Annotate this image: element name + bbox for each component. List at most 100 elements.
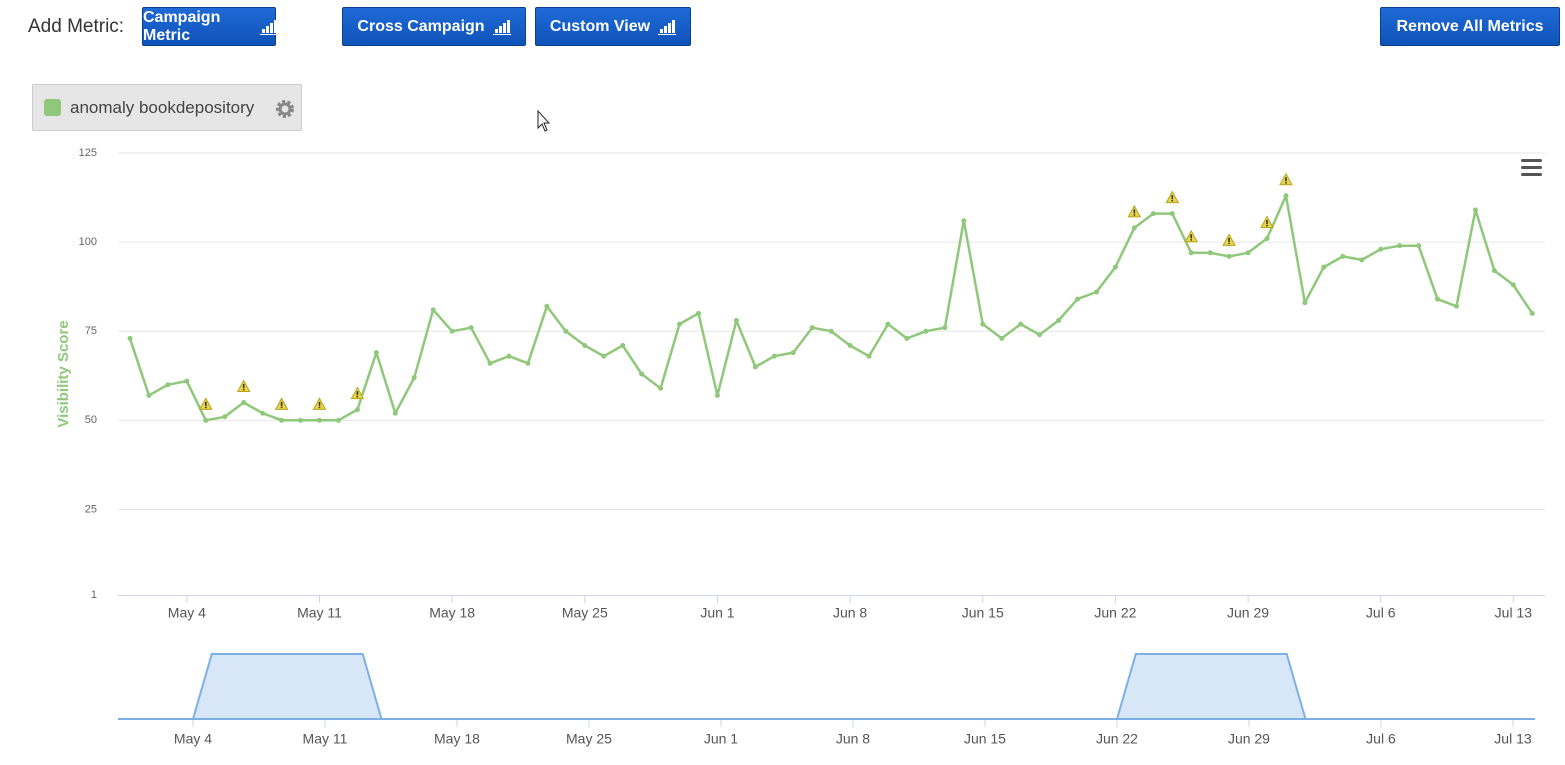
point — [847, 342, 853, 348]
point — [1056, 318, 1062, 324]
point — [317, 417, 322, 423]
point — [222, 414, 228, 420]
y-tick-label: 25 — [85, 503, 97, 515]
anomaly-icon — [1279, 172, 1293, 186]
anomaly-dot — [1171, 199, 1174, 202]
point — [184, 378, 190, 384]
cursor — [537, 109, 551, 132]
x-tick-label: Jun 22 — [1094, 605, 1136, 621]
point — [468, 325, 474, 331]
point — [771, 353, 777, 359]
anomaly-mark — [242, 384, 245, 389]
point — [866, 353, 872, 359]
anomaly-mark — [318, 401, 321, 406]
point — [1037, 332, 1043, 338]
anomaly-mark — [1171, 195, 1174, 200]
point — [620, 342, 626, 348]
anomaly-dot — [1133, 214, 1136, 216]
remove-all-button[interactable]: Remove All Metrics — [1380, 7, 1560, 46]
anomaly-dot — [1228, 242, 1230, 245]
anomaly-dot — [1266, 224, 1268, 227]
anomaly-icon — [1184, 229, 1199, 243]
button-text: Remove All Metrics — [1396, 17, 1544, 35]
point — [904, 335, 910, 341]
x-tick-label: Jun 8 — [833, 605, 867, 621]
y-tick-label: 100 — [79, 236, 97, 248]
anomaly-icon — [312, 397, 327, 410]
point — [1397, 243, 1403, 249]
navigator-tick-label: Jun 8 — [836, 731, 870, 747]
point — [1435, 296, 1441, 302]
anomaly-icon — [198, 397, 213, 410]
point — [430, 307, 436, 313]
anomaly-mark — [280, 401, 283, 406]
y-tick-label: 50 — [85, 414, 97, 426]
point — [1321, 264, 1327, 270]
x-tick-label: May 4 — [168, 605, 206, 621]
y-tick-label: 1 — [91, 589, 97, 601]
point — [885, 321, 891, 327]
anomaly-dot — [280, 406, 283, 409]
point — [335, 417, 341, 423]
anomaly-mark — [1285, 177, 1287, 182]
point — [1359, 257, 1365, 263]
point — [828, 328, 834, 334]
anomaly-dot — [356, 395, 359, 398]
point — [1378, 246, 1384, 252]
point — [354, 407, 360, 413]
anomaly-mark — [1190, 234, 1192, 239]
y-tick-label: 75 — [85, 325, 97, 337]
point — [1207, 250, 1213, 256]
point — [260, 410, 266, 416]
point — [544, 303, 550, 309]
navigator-tick-label: Jul 13 — [1494, 731, 1532, 747]
x-tick-label: Jun 29 — [1227, 605, 1269, 621]
button-text: Custom View — [549, 17, 651, 35]
point — [1510, 282, 1516, 288]
navigator-area — [118, 654, 1535, 719]
point — [449, 328, 455, 334]
custom-view-button[interactable]: Custom View — [535, 7, 691, 46]
point — [127, 335, 133, 341]
bar-icon — [259, 19, 278, 35]
point — [733, 318, 739, 324]
point — [980, 321, 986, 327]
cross-campaign-button[interactable]: Cross Campaign — [342, 7, 526, 46]
bar-icon — [658, 19, 677, 35]
point — [1529, 310, 1535, 316]
anomaly-dot — [205, 406, 207, 409]
anomaly-dot — [1190, 239, 1192, 241]
point — [639, 371, 645, 377]
anomaly-icon — [350, 386, 365, 400]
navigator-tick-label: May 25 — [566, 731, 612, 747]
point — [298, 417, 304, 423]
campaign-metric-button[interactable]: Campaign Metric — [142, 7, 278, 46]
x-tick-label: Jul 6 — [1366, 605, 1396, 621]
point — [411, 375, 417, 381]
point — [1472, 207, 1478, 213]
point — [1075, 296, 1080, 302]
x-tick-label: May 11 — [297, 605, 342, 621]
point — [1188, 250, 1194, 256]
point — [1340, 253, 1346, 259]
anomaly-mark — [1228, 237, 1230, 242]
legend-chip[interactable]: anomaly bookdepository — [32, 84, 302, 131]
point — [961, 218, 967, 224]
menu-icon[interactable] — [1521, 159, 1542, 176]
add-metric-label: Add Metric: — [28, 16, 125, 37]
gear-icon[interactable] — [275, 99, 295, 119]
point — [1264, 236, 1270, 242]
point — [1491, 268, 1497, 274]
navigator-tick-label: Jun 1 — [704, 731, 738, 747]
point — [714, 392, 720, 398]
point — [165, 382, 171, 388]
x-tick-label: May 18 — [429, 605, 475, 621]
point — [999, 335, 1005, 341]
point — [146, 392, 152, 398]
point — [487, 360, 493, 366]
navigator-tick-label: Jun 29 — [1228, 731, 1270, 747]
legend-label: anomaly bookdepository — [70, 98, 255, 117]
point — [582, 342, 588, 348]
